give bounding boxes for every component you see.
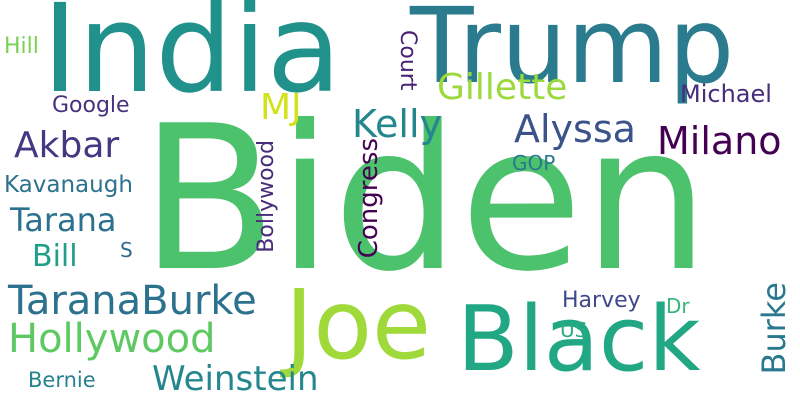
word-kelly: Kelly (352, 102, 443, 146)
word-congress: Congress (354, 138, 384, 259)
word-michael: Michael (680, 80, 772, 108)
word-tarana: Tarana (10, 201, 117, 239)
word-gillette: Gillette (437, 67, 568, 108)
word-taranaburke: TaranaBurke (8, 278, 257, 324)
word-alyssa: Alyssa (514, 107, 636, 151)
word-india: India (42, 0, 342, 120)
word-kavanaugh: Kavanaugh (4, 172, 133, 198)
word-court: Court (395, 30, 420, 91)
word-joe: Joe (285, 269, 432, 381)
word-gop: GOP (512, 151, 556, 175)
word-bernie: Bernie (28, 368, 96, 392)
word-hill: Hill (4, 34, 39, 59)
word-bollywood: Bollywood (254, 140, 279, 253)
word-weinstein: Weinstein (152, 359, 319, 399)
word-harvey: Harvey (562, 288, 641, 313)
word-akbar: Akbar (14, 125, 120, 166)
word-trump: Trump (410, 0, 735, 107)
word-google: Google (52, 93, 130, 118)
word-mj: MJ (260, 87, 302, 128)
word-dr: Dr (666, 294, 690, 318)
word-s: S (120, 238, 133, 262)
word-biden: Biden (140, 83, 710, 316)
word-us: US (560, 318, 588, 342)
word-black: Black (457, 287, 701, 392)
word-milano: Milano (657, 119, 782, 163)
word-burke: Burke (755, 282, 793, 375)
word-bill: Bill (32, 239, 78, 274)
word-hollywood: Hollywood (8, 316, 216, 362)
